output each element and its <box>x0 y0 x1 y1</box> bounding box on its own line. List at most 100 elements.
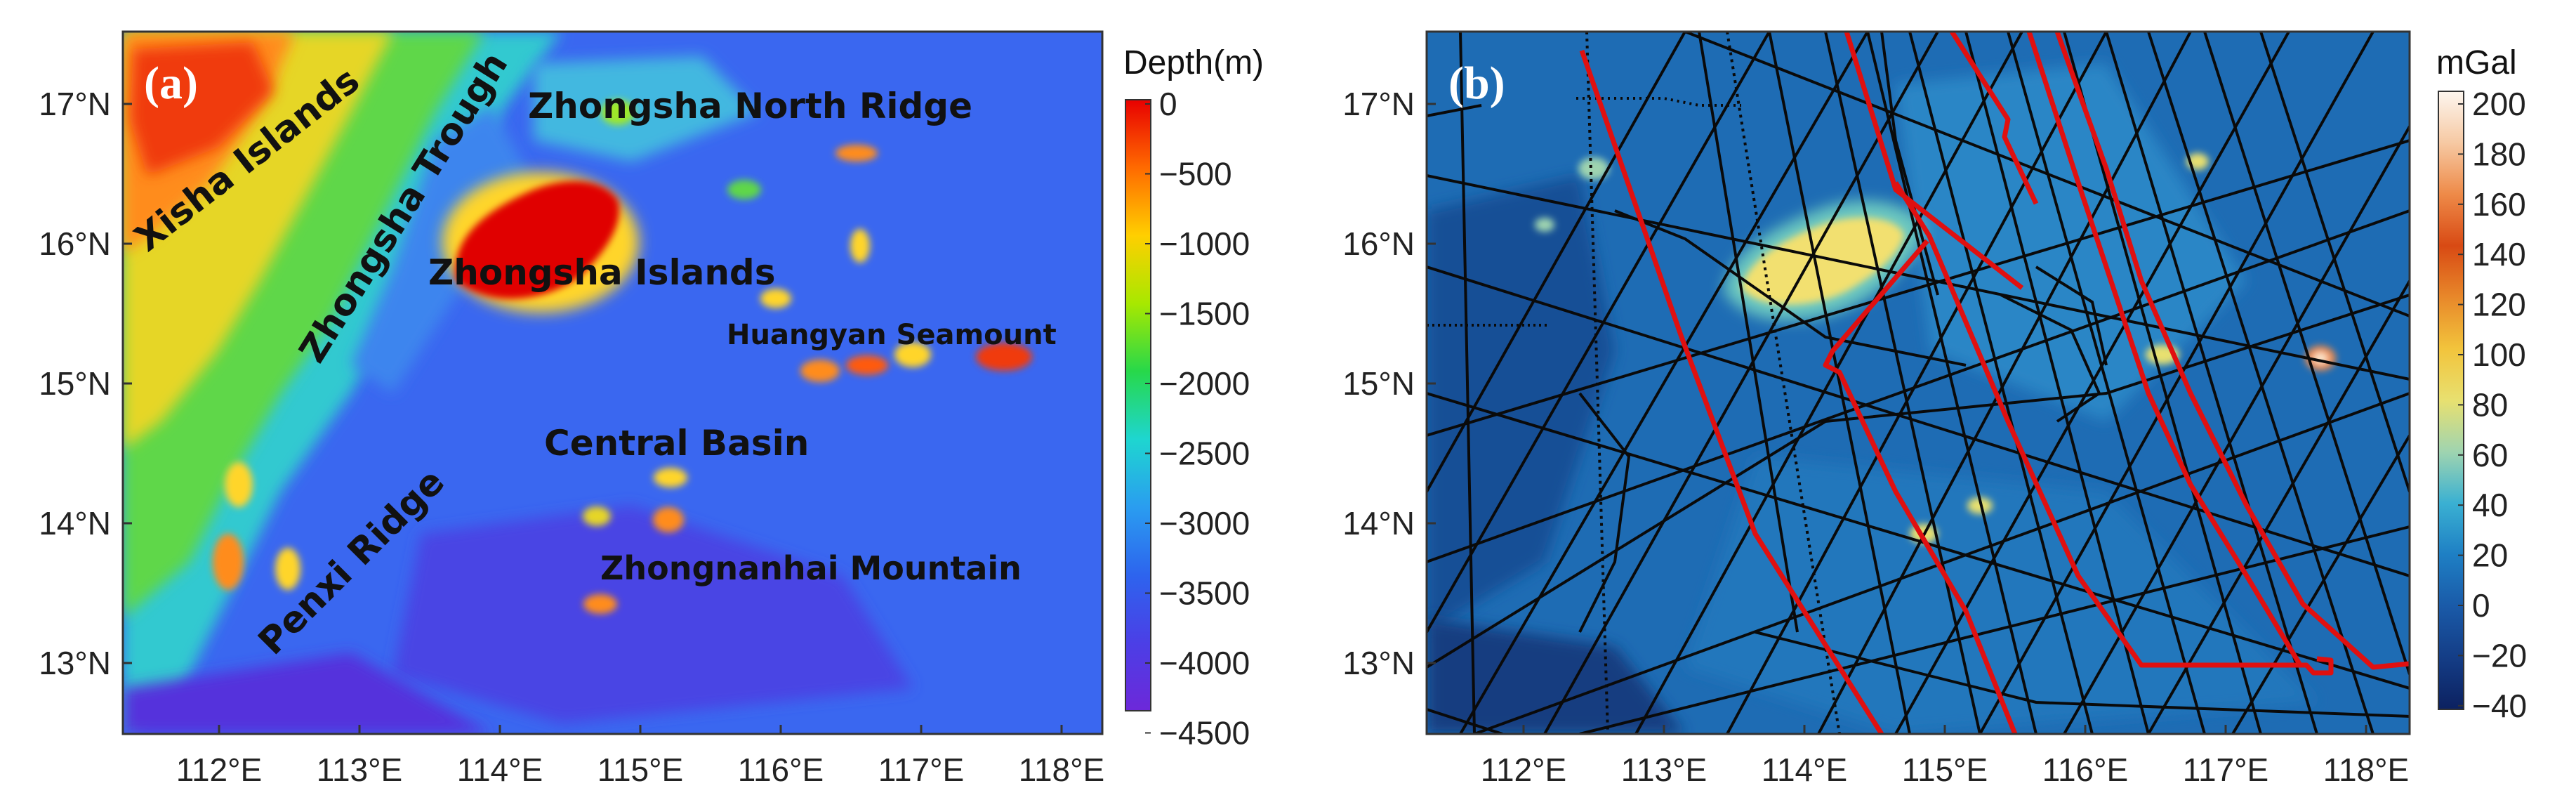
survey-track <box>2147 280 2410 734</box>
b-ytick-16: 16°N <box>1342 225 1415 262</box>
b-colorbar-label: 200 <box>2472 86 2526 122</box>
red-track <box>1894 181 2334 676</box>
a-colorbar-label: −2500 <box>1159 435 1250 472</box>
panel-a-y-axis: 17°N 16°N 15°N 14°N 13°N <box>39 86 132 681</box>
panel-a-map <box>121 30 1104 735</box>
b-ytick-15: 15°N <box>1342 365 1415 402</box>
a-ytick-13: 13°N <box>39 645 111 681</box>
b-xtick-112: 112°E <box>1481 752 1566 788</box>
a-colorbar-label: −500 <box>1159 156 1232 192</box>
survey-track <box>2203 32 2410 675</box>
seamount-blobs <box>213 100 1032 614</box>
survey-track <box>1817 32 2192 734</box>
a-colorbar-label: 0 <box>1159 86 1177 122</box>
a-xtick-117: 117°E <box>878 752 964 788</box>
b-xtick-113: 113°E <box>1621 752 1707 788</box>
a-colorbar-label: −2000 <box>1159 365 1250 402</box>
survey-track <box>1614 209 1967 367</box>
a-colorbar-label: −3500 <box>1159 575 1250 612</box>
red-track <box>1844 32 2024 290</box>
b-ytick-17: 17°N <box>1342 86 1415 122</box>
survey-track <box>1579 525 2410 734</box>
b-xtick-117: 117°E <box>2183 752 2268 788</box>
survey-track <box>1908 32 2094 734</box>
b-xtick-114: 114°E <box>1762 752 1847 788</box>
b-colorbar-bar <box>2438 91 2464 710</box>
b-colorbar-label: 140 <box>2472 236 2526 273</box>
highlighted-tracks <box>1579 32 2410 734</box>
trough-blue <box>351 105 534 393</box>
label-zhongsha-islands: Zhongsha Islands <box>428 252 775 293</box>
b-ytick-14: 14°N <box>1342 505 1415 542</box>
survey-track <box>1427 392 2410 690</box>
b-colorbar-label: 0 <box>2472 587 2490 624</box>
survey-track <box>1964 32 2150 734</box>
label-zhongsha-north-ridge: Zhongsha North Ridge <box>528 86 972 126</box>
survey-track <box>1459 32 1476 734</box>
a-xtick-118: 118°E <box>1019 752 1104 788</box>
survey-track <box>2259 32 2410 492</box>
survey-track <box>2063 126 2410 734</box>
gravity-sw-dark <box>1427 618 1685 734</box>
b-colorbar-label: 20 <box>2472 537 2508 574</box>
survey-track <box>2000 294 2101 423</box>
red-track <box>2054 32 2410 670</box>
b-colorbar-label: 160 <box>2472 186 2526 223</box>
b-xtick-118: 118°E <box>2323 752 2409 788</box>
survey-track <box>1427 294 2410 669</box>
survey-track <box>1427 708 1503 734</box>
gravity-west-dark <box>1427 176 1615 632</box>
b-colorbar-label: −40 <box>2472 688 2527 724</box>
survey-track <box>1543 32 1939 734</box>
survey-track <box>1824 32 1981 734</box>
survey-track <box>1474 392 2410 734</box>
xisha-red <box>130 42 274 176</box>
red-track <box>1579 49 1884 734</box>
a-xtick-116: 116°E <box>738 752 824 788</box>
zhongsha-islands-shape <box>455 181 619 299</box>
survey-track <box>2105 32 2318 734</box>
a-colorbar-title: Depth(m) <box>1123 44 1264 81</box>
survey-track <box>1634 32 2023 734</box>
survey-track <box>1894 32 2290 734</box>
a-xtick-113: 113°E <box>317 752 402 788</box>
survey-track <box>1427 32 1771 633</box>
a-colorbar-label: −1500 <box>1159 296 1250 332</box>
a-colorbar-bar <box>1125 99 1151 711</box>
survey-track <box>1684 32 2410 317</box>
survey-track <box>2035 265 2108 366</box>
a-ytick-17: 17°N <box>39 86 111 122</box>
central-deep <box>393 506 913 723</box>
b-colorbar-label: −20 <box>2472 637 2527 674</box>
panel-b-y-axis: 17°N 16°N 15°N 14°N 13°N <box>1342 86 1436 681</box>
panel-b-x-axis: 112°E 113°E 114°E 115°E 116°E 117°E 118°… <box>1481 725 2409 788</box>
b-xtick-116: 116°E <box>2042 752 2128 788</box>
b-colorbar-label: 100 <box>2472 336 2526 373</box>
panel-b-map <box>1425 30 2411 735</box>
label-central-basin: Central Basin <box>544 423 809 464</box>
a-ytick-14: 14°N <box>39 505 111 542</box>
panel-a-colorbar: Depth(m) 0 −500 −1000 −1500 −2000 −2500 −3000 −… <box>1123 44 1264 752</box>
survey-track <box>1866 32 2037 734</box>
label-huangyan-seamount: Huangyan Seamount <box>727 319 1057 351</box>
survey-track <box>1427 209 2410 563</box>
survey-track <box>1427 32 1686 492</box>
a-colorbar-label: −3000 <box>1159 505 1250 542</box>
survey-track <box>1427 174 2410 381</box>
survey-track <box>1726 32 2108 734</box>
a-colorbar-label: −4000 <box>1159 645 1250 681</box>
a-ytick-15: 15°N <box>39 365 111 402</box>
a-colorbar-label: −4500 <box>1159 715 1250 752</box>
a-xtick-112: 112°E <box>176 752 262 788</box>
b-colorbar-label: 180 <box>2472 136 2526 172</box>
survey-track <box>1459 32 1869 734</box>
b-colorbar-title: mGal <box>2436 44 2517 81</box>
b-xtick-115: 115°E <box>1902 752 1988 788</box>
red-track <box>1950 32 2039 205</box>
survey-track <box>1585 32 1609 734</box>
a-xtick-115: 115°E <box>597 752 683 788</box>
panel-a-x-axis: 112°E 113°E 114°E 115°E 116°E 117°E 118°… <box>176 725 1104 788</box>
survey-track <box>1427 104 1482 117</box>
